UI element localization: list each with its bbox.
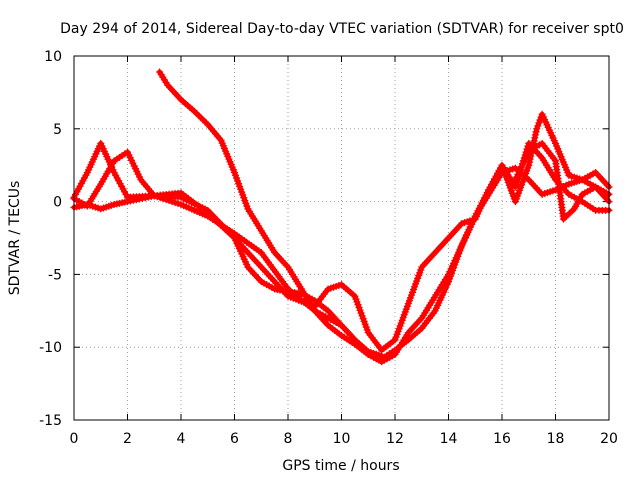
data-point: [531, 134, 539, 142]
x-tick-label: 6: [230, 431, 239, 447]
x-tick-label: 12: [386, 431, 404, 447]
data-point: [525, 158, 533, 166]
x-tick-label: 16: [493, 431, 511, 447]
x-tick-label: 4: [177, 431, 186, 447]
y-axis-label: SDTVAR / TECUs: [7, 181, 23, 296]
tick-labels: 0 2 4 6 8 10 12 14 16 18 20 -15 -10 -5 0 5 10: [39, 49, 618, 447]
x-axis-label: GPS time / hours: [282, 458, 399, 474]
y-tick-label: 10: [44, 49, 62, 65]
x-tick-label: 0: [70, 431, 79, 447]
series-satellite-track-5: [511, 139, 613, 223]
data-point: [530, 137, 538, 145]
data-point: [525, 161, 533, 169]
x-tick-label: 2: [123, 431, 132, 447]
x-tick-label: 8: [284, 431, 293, 447]
series-satellite-track-4: [156, 68, 613, 363]
y-tick-label: 5: [53, 122, 62, 138]
x-tick-label: 10: [333, 431, 351, 447]
y-tick-label: -5: [48, 267, 62, 283]
data-point: [532, 128, 540, 136]
y-tick-label: -15: [39, 413, 62, 429]
y-tick-label: -10: [39, 340, 62, 356]
chart-title: Day 294 of 2014, Sidereal Day-to-day VTE…: [60, 21, 624, 37]
x-tick-label: 18: [547, 431, 565, 447]
y-tick-label: 0: [53, 195, 62, 211]
plot-frame: [73, 55, 610, 421]
grid-lines: [74, 56, 609, 420]
data-series: [70, 68, 613, 366]
x-tick-label: 14: [440, 431, 458, 447]
data-point: [531, 131, 539, 139]
x-tick-label: 20: [600, 431, 618, 447]
